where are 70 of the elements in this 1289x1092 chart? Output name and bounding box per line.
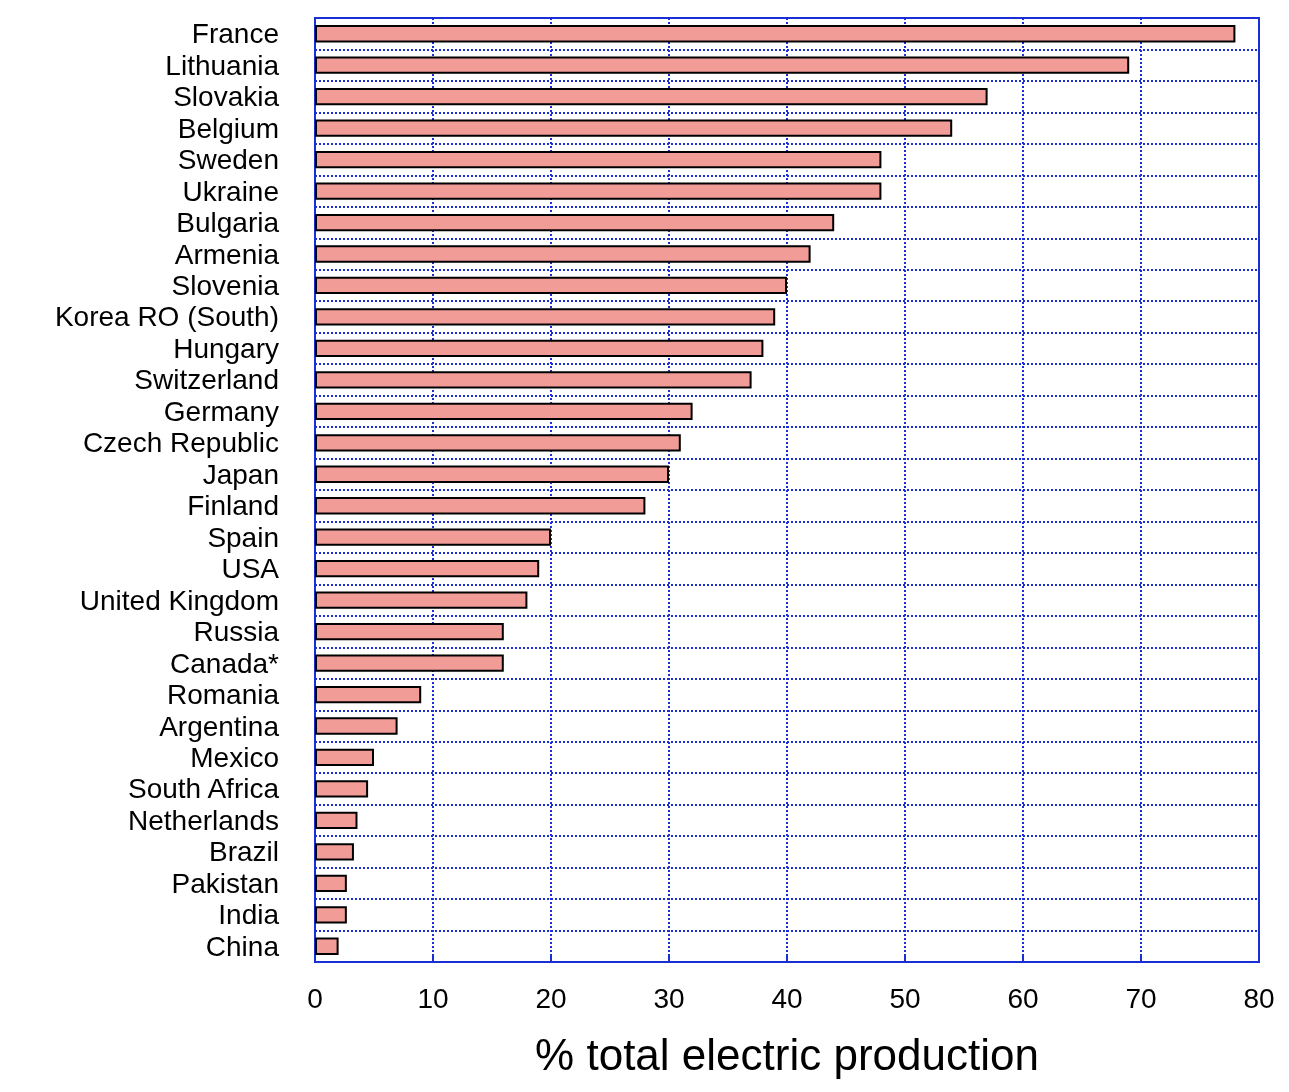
bar bbox=[315, 685, 422, 704]
y-tick-label: Belgium bbox=[177, 112, 279, 144]
x-tick-label: 60 bbox=[1007, 982, 1039, 1014]
x-tick-label: 50 bbox=[889, 982, 921, 1014]
bar bbox=[315, 560, 540, 578]
y-tick-label: Japan bbox=[202, 458, 279, 490]
bar bbox=[315, 339, 764, 358]
y-tick-label: Czech Republic bbox=[82, 427, 279, 459]
bar bbox=[315, 150, 882, 169]
bar bbox=[315, 245, 811, 263]
bar bbox=[315, 937, 339, 955]
bar bbox=[315, 25, 1236, 43]
y-tick-label: Romania bbox=[166, 679, 280, 711]
bar bbox=[315, 308, 776, 326]
bar bbox=[315, 182, 882, 200]
y-tick-label: Slovenia bbox=[171, 269, 280, 301]
y-tick-label: Russia bbox=[193, 616, 280, 648]
y-tick-label: Argentina bbox=[159, 710, 280, 742]
y-tick-label: Brazil bbox=[208, 836, 279, 868]
y-tick-label: Switzerland bbox=[134, 364, 279, 396]
y-tick-label: United Kingdom bbox=[79, 584, 279, 616]
x-tick-label: 10 bbox=[417, 982, 449, 1014]
bar bbox=[315, 56, 1130, 74]
bar bbox=[315, 748, 374, 767]
y-tick-label: USA bbox=[221, 553, 280, 585]
x-tick-label: 70 bbox=[1125, 982, 1157, 1014]
x-tick-label: 20 bbox=[535, 982, 567, 1014]
x-tick-label: 80 bbox=[1243, 982, 1275, 1014]
y-tick-label: Spain bbox=[207, 521, 279, 553]
bar bbox=[315, 371, 752, 389]
y-tick-label: Germany bbox=[163, 395, 279, 427]
bar bbox=[315, 119, 953, 137]
bar bbox=[315, 528, 551, 546]
y-tick-label: Mexico bbox=[190, 741, 279, 773]
bar bbox=[315, 622, 504, 641]
x-tick-label: 40 bbox=[771, 982, 803, 1014]
y-tick-label: Armenia bbox=[174, 238, 280, 270]
y-tick-label: Netherlands bbox=[128, 804, 279, 836]
bar bbox=[315, 276, 787, 295]
bar bbox=[315, 591, 528, 609]
x-tick-label: 30 bbox=[653, 982, 685, 1014]
y-tick-label: France bbox=[191, 18, 279, 50]
y-tick-label: Bulgaria bbox=[176, 207, 280, 239]
bar bbox=[315, 654, 504, 672]
y-tick-label: South Africa bbox=[128, 773, 280, 805]
y-tick-label: Hungary bbox=[173, 332, 279, 364]
y-tick-label: Finland bbox=[187, 490, 279, 522]
bar bbox=[315, 213, 835, 232]
x-axis-title: % total electric production bbox=[535, 1029, 1039, 1079]
bar bbox=[315, 874, 347, 892]
x-tick-label: 0 bbox=[307, 982, 323, 1014]
y-tick-label: Lithuania bbox=[165, 49, 280, 81]
bar bbox=[315, 465, 669, 483]
bar bbox=[315, 811, 358, 830]
bar bbox=[315, 402, 693, 420]
bar bbox=[315, 780, 369, 798]
y-tick-label: Ukraine bbox=[182, 175, 279, 207]
bar bbox=[315, 843, 354, 861]
y-tick-label: Korea RO (South) bbox=[54, 301, 279, 333]
y-tick-label: Pakistan bbox=[171, 867, 279, 899]
y-tick-label: India bbox=[218, 899, 280, 931]
y-tick-label: China bbox=[205, 930, 280, 962]
y-tick-label: Slovakia bbox=[173, 81, 280, 113]
y-tick-label: Sweden bbox=[177, 144, 279, 176]
bar bbox=[315, 497, 646, 515]
bar bbox=[315, 717, 398, 735]
bar bbox=[315, 434, 681, 452]
bar bbox=[315, 906, 347, 924]
bar bbox=[315, 88, 988, 106]
y-tick-label: Canada* bbox=[170, 647, 280, 679]
